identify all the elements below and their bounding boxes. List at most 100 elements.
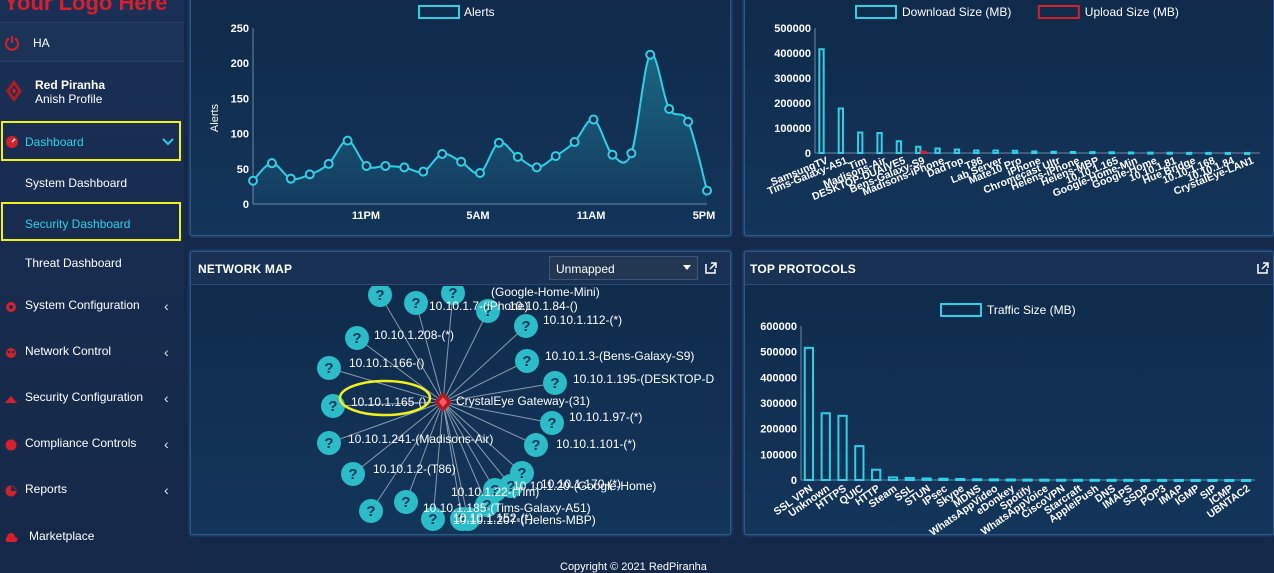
map-filter-value: Unmapped <box>556 262 615 276</box>
sidebar-item-system-dashboard[interactable]: System Dashboard <box>0 176 184 194</box>
network-icon <box>6 348 16 358</box>
map-filter-select[interactable]: Unmapped <box>549 256 698 280</box>
x-tick-label: 5AM <box>466 210 489 222</box>
device-node-icon <box>359 499 383 523</box>
legend-swatch <box>418 5 460 19</box>
profile-subtitle: Anish Profile <box>35 92 103 106</box>
cloud-icon <box>5 533 18 542</box>
bar <box>973 149 980 154</box>
device-node-icon <box>483 478 507 502</box>
device-node-icon <box>368 286 392 307</box>
question-mark-icon: ? <box>324 360 333 377</box>
node-link <box>442 401 537 446</box>
node-link <box>328 367 444 403</box>
device-node-label: 10.10.1.166-() <box>349 356 424 370</box>
ha-item[interactable]: HA <box>0 22 184 62</box>
device-node-label: 10.10.1.241-(Madisons-Air) <box>348 432 493 446</box>
bar <box>837 414 848 481</box>
gateway-icon-core <box>439 397 447 407</box>
network-map-graph[interactable]: ???????????????????????10.10.1.112-(*)10… <box>191 286 732 536</box>
device-node-label: 10.10.1.112-(*) <box>543 313 622 327</box>
device-node-icon <box>476 299 500 323</box>
alerts-point <box>266 158 277 169</box>
sidebar-item-reports[interactable]: Reports ‹ <box>0 482 184 500</box>
question-mark-icon: ? <box>550 375 559 392</box>
alerts-point <box>456 156 467 167</box>
alerts-point <box>683 116 694 127</box>
chevron-left-icon: ‹ <box>164 344 169 360</box>
device-node-label: (Google-Home-Mini) <box>491 286 600 299</box>
node-link <box>332 401 444 407</box>
profile-item[interactable]: Red Piranha Anish Profile <box>0 64 184 116</box>
node-link <box>328 401 444 444</box>
node-link <box>379 294 444 403</box>
caret-down-icon <box>683 265 691 270</box>
y-tick-label: 300000 <box>760 398 797 410</box>
y-tick-label: 500000 <box>774 23 811 35</box>
sidebar-item-label: Reports <box>25 482 68 496</box>
question-mark-icon: ? <box>522 353 531 370</box>
node-link <box>370 401 444 512</box>
question-mark-icon: ? <box>348 466 357 483</box>
profile-name: Red Piranha <box>35 78 106 92</box>
node-link <box>442 310 489 403</box>
question-mark-icon: ? <box>401 494 410 511</box>
top-protocols-panel: TOP PROTOCOLS Traffic Size (MB) 0 100000 20… <box>744 251 1274 536</box>
sidebar-item-threat-dashboard[interactable]: Threat Dashboard <box>0 256 184 274</box>
bar <box>1173 478 1184 482</box>
alerts-point <box>588 114 599 125</box>
sidebar-item-network-control[interactable]: Network Control ‹ <box>0 344 184 362</box>
bar <box>988 478 999 482</box>
legend-swatch <box>940 303 982 317</box>
device-node-icon <box>394 490 418 514</box>
sidebar-item-dashboard[interactable]: Dashboard <box>1 121 181 161</box>
legend-label: Traffic Size (MB) <box>987 303 1076 317</box>
y-tick-label: 400000 <box>774 48 811 60</box>
node-link <box>356 337 444 403</box>
alerts-panel: Alerts 0 50 100 150 200 250 Alerts 11PM 5AM 11AM 5P… <box>190 0 731 236</box>
question-mark-icon: ? <box>506 478 515 495</box>
bar <box>1224 151 1231 155</box>
bar <box>876 132 883 154</box>
bar <box>1156 478 1168 482</box>
device-node-label: 10.10.1.152-(*) <box>453 511 533 525</box>
alerts-point <box>475 168 485 179</box>
node-link <box>442 292 454 403</box>
alerts-point <box>664 103 675 114</box>
alerts-point <box>418 166 429 177</box>
alerts-point <box>550 151 561 162</box>
bar <box>1072 478 1084 482</box>
question-mark-icon: ? <box>366 503 375 520</box>
device-node-label: 10.10.1.97-(*) <box>569 410 642 424</box>
sidebar-item-compliance-controls[interactable]: Compliance Controls ‹ <box>0 436 184 454</box>
device-node-icon <box>543 371 567 395</box>
question-mark-icon: ? <box>521 318 530 335</box>
alerts-point <box>342 135 353 146</box>
bar <box>938 477 949 481</box>
gear-icon <box>6 302 16 312</box>
bar <box>1050 150 1057 154</box>
external-link-icon[interactable] <box>1256 261 1270 275</box>
y-tick-label: 100000 <box>760 449 797 461</box>
download-upload-chart: Download Size (MB) Upload Size (MB) 0 10000… <box>766 5 1260 203</box>
bar <box>837 107 845 154</box>
sidebar-item-security-dashboard[interactable]: Security Dashboard <box>1 202 181 241</box>
compliance-icon <box>5 439 17 451</box>
bar <box>1031 150 1038 154</box>
node-link <box>442 360 528 403</box>
device-node-label: 10.10.1.208-(*) <box>374 328 454 342</box>
sidebar-item-marketplace[interactable]: Marketplace <box>0 529 184 547</box>
device-node-icon <box>540 411 564 435</box>
bar <box>953 148 961 154</box>
sidebar-item-system-configuration[interactable]: System Configuration ‹ <box>0 298 184 316</box>
bar <box>934 147 941 154</box>
bar <box>1147 151 1154 155</box>
bar <box>1056 478 1067 482</box>
external-link-icon[interactable] <box>704 261 718 275</box>
alerts-point <box>607 149 618 160</box>
device-node-icon <box>317 356 341 380</box>
y-tick-label: 150 <box>231 93 249 105</box>
sidebar-item-security-configuration[interactable]: Security Configuration ‹ <box>0 390 184 408</box>
alerts-point <box>531 162 542 173</box>
legend-label: Upload Size (MB) <box>1085 5 1179 19</box>
